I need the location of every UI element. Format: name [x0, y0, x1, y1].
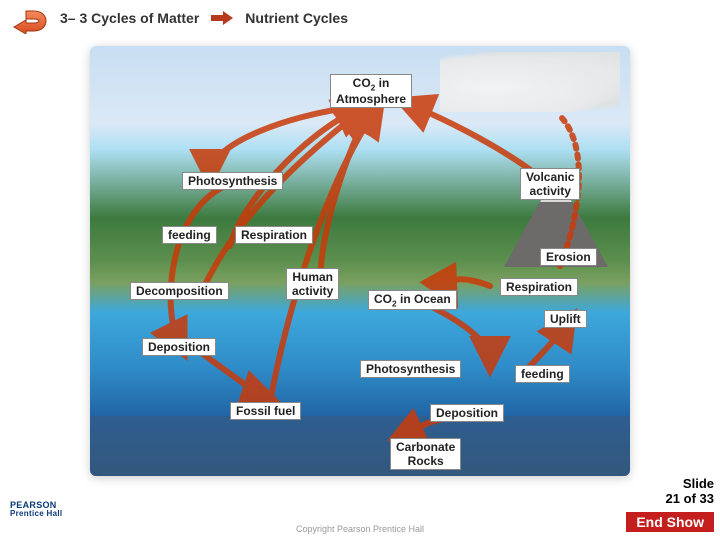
node-volcanic: Volcanicactivity — [520, 168, 580, 200]
slide-of: of — [684, 491, 700, 506]
node-feeding_oc: feeding — [515, 365, 570, 383]
slide-counter: Slide 21 of 33 — [666, 476, 714, 506]
node-deposition_l: Deposition — [142, 338, 216, 356]
node-uplift: Uplift — [544, 310, 587, 328]
node-decomp: Decomposition — [130, 282, 229, 300]
slide-label: Slide — [683, 476, 714, 491]
node-feeding_top: feeding — [162, 226, 217, 244]
node-fossil: Fossil fuel — [230, 402, 301, 420]
section-title: 3– 3 Cycles of Matter — [60, 10, 199, 26]
slide-header: 3– 3 Cycles of Matter Nutrient Cycles — [0, 0, 720, 36]
node-human: Humanactivity — [286, 268, 339, 300]
node-deposition_r: Deposition — [430, 404, 504, 422]
subtitle: Nutrient Cycles — [245, 10, 348, 26]
node-carbonate: CarbonateRocks — [390, 438, 461, 470]
node-photosyn_oc: Photosynthesis — [360, 360, 461, 378]
back-arrow-icon — [12, 8, 48, 34]
node-co2_ocean: CO2 in Ocean — [368, 290, 457, 310]
slide-total: 33 — [700, 491, 714, 506]
node-respiration_oc: Respiration — [500, 278, 578, 296]
node-co2_atmo: CO2 inAtmosphere — [330, 74, 412, 108]
publisher-line2: Prentice Hall — [10, 510, 62, 518]
back-button[interactable] — [10, 6, 50, 36]
node-photosyn_top: Photosynthesis — [182, 172, 283, 190]
ocean-floor-graphic — [90, 416, 630, 476]
publisher-logo: PEARSON Prentice Hall — [10, 501, 62, 518]
node-erosion: Erosion — [540, 248, 597, 266]
carbon-cycle-diagram: CO2 inAtmosphere Photosynthesis Volcanicac… — [90, 46, 630, 476]
cloud-graphic — [440, 52, 620, 112]
slide-current: 21 — [666, 491, 680, 506]
node-respiration_top: Respiration — [235, 226, 313, 244]
header-arrow-icon — [211, 11, 233, 25]
end-show-button[interactable]: End Show — [626, 512, 714, 532]
copyright-text: Copyright Pearson Prentice Hall — [0, 524, 720, 534]
